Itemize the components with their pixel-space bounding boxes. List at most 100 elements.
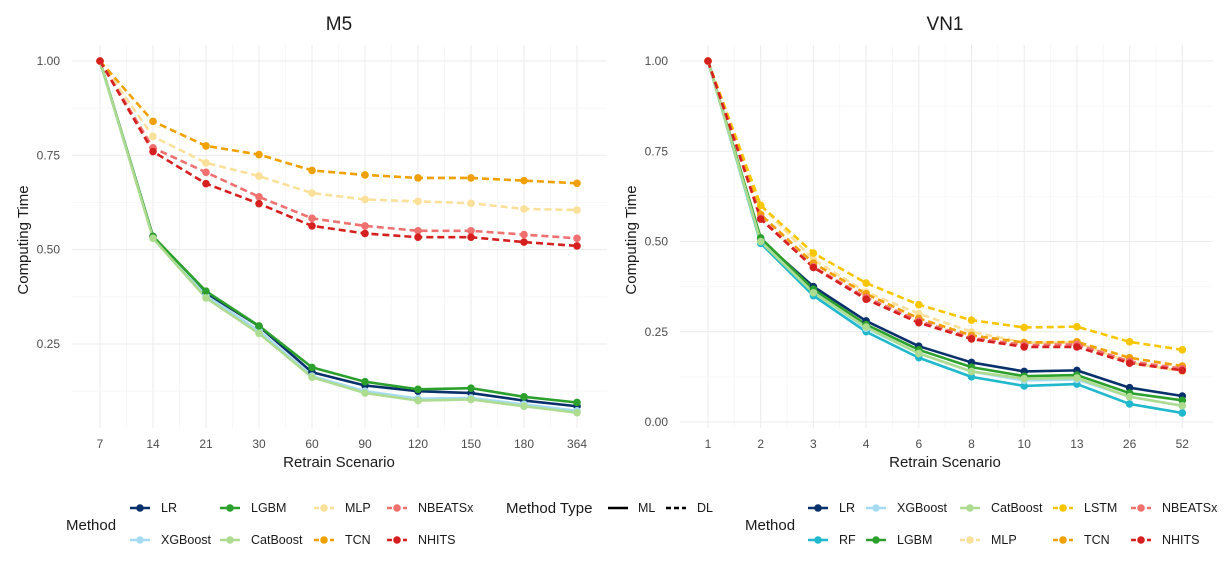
data-point-nhits (149, 147, 157, 156)
x-tick-label: 364 (567, 437, 587, 451)
series-lines (98, 60, 578, 414)
data-point-nhits (361, 229, 369, 238)
legend-label: NBEATSx (418, 501, 474, 515)
legend-item-nbeatsx: NBEATSx (1131, 501, 1218, 515)
data-point-tcn (467, 174, 475, 182)
data-point-catboost (520, 402, 528, 411)
legend-label: TCN (1084, 533, 1110, 547)
data-point-lgbm (414, 385, 422, 394)
data-point-nbeatsx (202, 168, 210, 177)
legend-item-nhits: NHITS (1131, 533, 1200, 547)
data-point-nbeatsx (308, 214, 316, 223)
legend-label: LGBM (251, 501, 286, 515)
data-point-catboost (202, 294, 210, 302)
legend-label: TCN (345, 533, 371, 547)
data-point-nbeatsx (361, 222, 369, 230)
data-point-nhits (704, 57, 712, 65)
legend-label: XGBoost (161, 533, 212, 547)
data-point-nhits (1178, 366, 1187, 375)
x-tick-label: 21 (199, 437, 213, 451)
legend-swatch-point (393, 536, 401, 544)
legend-m5: Method LR LGBM MLP NBEATSx XGBoost CatBoost TC… (66, 500, 713, 547)
data-point-lgbm (573, 398, 581, 407)
data-point-nhits (756, 215, 765, 223)
legend-item-mlp: MLP (960, 533, 1017, 547)
y-tick-label: 1.00 (37, 54, 61, 68)
data-point-nbeatsx (573, 234, 581, 243)
y-tick-label: 0.25 (37, 337, 61, 351)
data-point-catboost (361, 389, 369, 397)
legend-swatch-point (320, 536, 328, 544)
data-point-catboost (1178, 401, 1187, 410)
data-point-lstm (1125, 338, 1134, 346)
legend-title: Method (745, 517, 795, 534)
legend-item-lgbm: LGBM (220, 501, 286, 515)
data-point-nhits (255, 199, 263, 208)
legend-item-catboost: CatBoost (220, 533, 303, 547)
legend-label: XGBoost (897, 501, 948, 515)
chart-title: VN1 (927, 14, 964, 35)
series-line-mlp (98, 60, 578, 212)
data-point-mlp (361, 195, 369, 204)
data-point-nhits (862, 295, 870, 304)
data-point-catboost (467, 395, 475, 404)
x-axis-label: Retrain Scenario (889, 454, 1001, 471)
legend-swatch-point (1137, 536, 1145, 544)
legend-vn1: Method LR XGBoost CatBoost LSTM NBEATSx RF LGB… (745, 501, 1218, 547)
y-axis-label: Computing Time (15, 185, 32, 294)
data-point-nbeatsx (414, 227, 422, 235)
series-line-tcn (706, 60, 1183, 368)
x-tick-label: 3 (810, 437, 817, 451)
data-point-nhits (96, 57, 104, 65)
data-point-nhits (467, 233, 475, 242)
legend-dl-label: DL (697, 501, 713, 515)
y-tick-label: 0.50 (37, 243, 61, 257)
x-tick-label: 14 (146, 437, 160, 451)
data-point-nhits (1020, 343, 1028, 351)
data-point-mlp (573, 206, 581, 214)
data-point-catboost (1125, 392, 1134, 401)
x-tick-label: 60 (305, 437, 319, 451)
legend-label: LSTM (1084, 501, 1117, 515)
legend-item-lr: LR (130, 501, 177, 515)
data-point-catboost (862, 323, 870, 331)
legend-swatch-point (966, 536, 974, 544)
legend-item-lr: LR (808, 501, 855, 515)
data-point-nhits (573, 242, 581, 250)
data-point-tcn (202, 142, 210, 150)
data-point-catboost (149, 234, 157, 243)
data-point-nhits (414, 233, 422, 242)
x-tick-label: 13 (1070, 437, 1084, 451)
legend-swatch-point (814, 504, 822, 512)
series-line-rf (706, 60, 1183, 415)
legend-label: MLP (991, 533, 1017, 547)
chart-panel-m5: M5 Computing Time Retrain Scenario 7 14 21… (15, 14, 607, 471)
data-point-lstm (1073, 322, 1081, 331)
legend-item-lstm: LSTM (1053, 501, 1117, 515)
legend-swatch-point (872, 536, 880, 544)
legend-swatch-point (393, 504, 401, 512)
data-point-mlp (202, 159, 210, 167)
data-point-lstm (915, 300, 923, 309)
data-point-catboost (809, 288, 818, 297)
legend-item-xgboost: XGBoost (130, 533, 212, 547)
chart-title: M5 (326, 14, 352, 35)
legend-item-nhits: NHITS (387, 533, 456, 547)
data-point-nhits (967, 335, 976, 343)
legend-label: NHITS (418, 533, 456, 547)
data-point-lgbm (202, 287, 210, 295)
data-point-lstm (756, 201, 765, 210)
y-tick-label: 0.75 (37, 148, 61, 162)
legend-item-xgboost: XGBoost (866, 501, 948, 515)
data-point-mlp (467, 199, 475, 208)
x-tick-label: 2 (757, 437, 764, 451)
x-tick-label: 10 (1018, 437, 1032, 451)
y-tick-label: 1.00 (645, 54, 669, 68)
series-line-tcn (99, 60, 578, 185)
y-tick-label: 0.50 (645, 235, 669, 249)
data-point-catboost (255, 329, 263, 338)
legend-swatch-point (814, 536, 822, 544)
series-line-nhits (706, 60, 1183, 372)
series-line-nbeatsx (98, 60, 578, 240)
